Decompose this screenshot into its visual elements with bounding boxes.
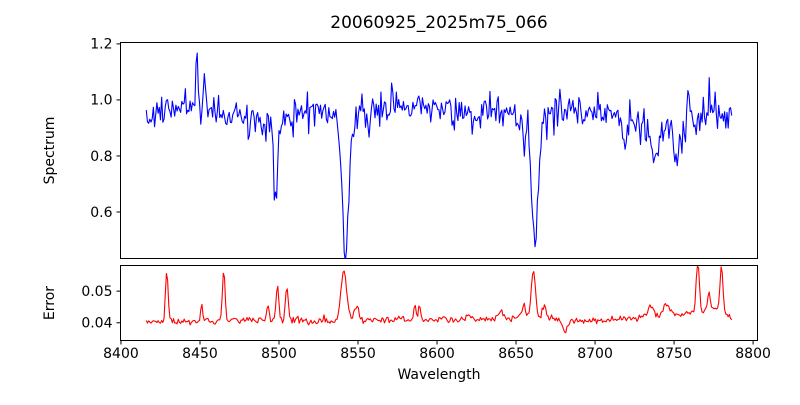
spectrum-y-axis-label: Spectrum: [42, 117, 58, 185]
spectrum-y-tick-label: 1.2: [90, 37, 112, 53]
spectrum-y-tick-label: 0.6: [90, 205, 112, 221]
error-y-axis-label: Error: [42, 286, 58, 320]
x-tick-label: 8500: [261, 346, 297, 362]
x-tick-label: 8450: [182, 346, 218, 362]
error-y-tick-label: 0.04: [81, 316, 112, 332]
error-y-tick-label: 0.05: [81, 284, 112, 300]
x-axis-label: Wavelength: [397, 367, 480, 383]
chart-title: 20060925_2025m75_066: [330, 13, 547, 33]
x-tick-label: 8600: [419, 346, 455, 362]
spectrum-y-tick-label: 0.8: [90, 149, 112, 165]
x-tick-label: 8650: [498, 346, 534, 362]
spectrum-line: [145, 52, 733, 259]
spectrum-axes-frame: [120, 42, 758, 259]
x-tick-label: 8700: [577, 346, 613, 362]
x-tick-label: 8800: [735, 346, 771, 362]
spectrum-y-tick-label: 1.0: [90, 93, 112, 109]
data-layer: [145, 52, 733, 334]
error-axes-frame: [120, 265, 758, 341]
error-line: [145, 265, 733, 334]
x-tick-label: 8400: [103, 346, 139, 362]
x-tick-label: 8750: [656, 346, 692, 362]
x-tick-label: 8550: [340, 346, 376, 362]
axes-layer: 0.6 0.8 1.0 1.2 0.04 0.05 8400 8450 8500 8550 8600…: [81, 37, 771, 362]
